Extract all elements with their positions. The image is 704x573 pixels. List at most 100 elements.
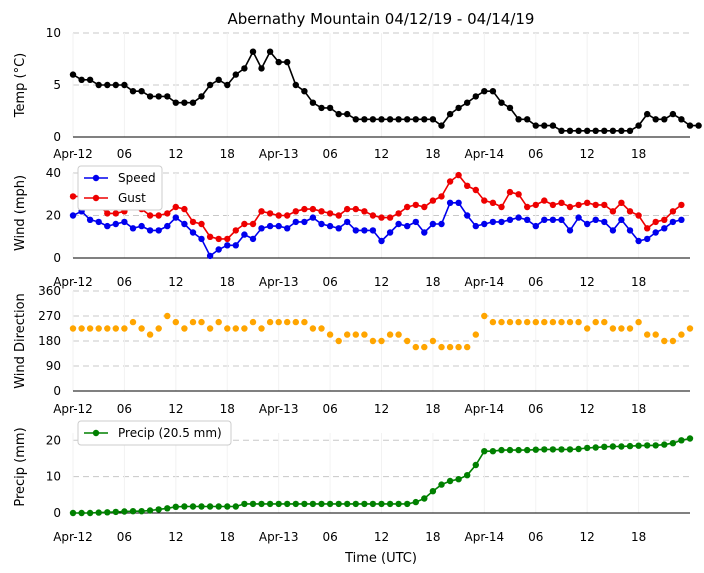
precip-x-tick-label: 06: [322, 530, 337, 544]
precip-x-tick-label: 12: [168, 530, 183, 544]
precip-data-point: [532, 446, 539, 453]
wind-data-point: [601, 218, 608, 226]
direction-x-tick-label: 12: [580, 402, 595, 416]
wind-data-point: [112, 210, 120, 217]
wind-data-point: [549, 216, 557, 223]
precip-data-point: [344, 500, 351, 508]
wind-data-point: [361, 227, 368, 234]
wind-data-point: [404, 222, 411, 230]
precip-data-point: [472, 461, 479, 469]
temp-x-tick-label: 12: [374, 147, 389, 161]
wind-y-tick-label: 40: [46, 166, 61, 180]
wind-data-point: [241, 220, 248, 228]
precip-y-tick-label: 10: [46, 470, 61, 484]
wind-data-point: [198, 220, 205, 228]
wind-data-point: [635, 212, 642, 219]
wind-data-point: [532, 222, 539, 230]
wind-data-point: [481, 220, 488, 228]
precip-data-point: [172, 503, 179, 510]
direction-data-point: [206, 325, 214, 332]
precip-data-point: [438, 481, 445, 488]
precip-legend-label: Precip (20.5 mm): [118, 426, 222, 440]
direction-data-point: [198, 318, 205, 326]
wind-data-point: [618, 216, 625, 223]
direction-data-point: [575, 318, 582, 326]
wind-data-point: [344, 218, 351, 226]
direction-data-point: [524, 318, 531, 326]
temp-x-tick-label: 18: [631, 147, 646, 161]
temp-data-point: [155, 93, 162, 100]
wind-data-point: [558, 216, 565, 223]
wind-data-point: [224, 242, 231, 249]
temp-data-point: [635, 122, 642, 129]
precip-y-axis-label: Precip (mm): [13, 427, 28, 506]
precip-data-point: [112, 508, 120, 516]
direction-x-tick-label: 06: [117, 402, 132, 416]
wind-data-point: [258, 225, 265, 232]
wind-data-point: [284, 225, 291, 232]
direction-data-point: [481, 312, 488, 320]
temp-data-point: [241, 65, 248, 72]
temp-data-point: [678, 116, 685, 123]
temp-data-point: [164, 93, 171, 100]
direction-data-point: [592, 318, 599, 326]
temp-data-point: [429, 116, 437, 123]
precip-data-point: [275, 500, 282, 508]
temp-data-point: [395, 116, 402, 123]
precip-data-point: [86, 509, 94, 517]
wind-data-point: [172, 214, 179, 221]
wind-data-point: [386, 214, 394, 221]
wind-x-tick-label: 06: [117, 275, 132, 289]
direction-x-tick-label: Apr-14: [465, 402, 505, 416]
wind-data-point: [318, 208, 325, 215]
wind-data-point: [464, 182, 471, 189]
wind-data-point: [652, 218, 659, 226]
temp-data-point: [601, 127, 608, 134]
wind-data-point: [669, 208, 677, 215]
temp-data-point: [644, 110, 651, 118]
direction-data-point: [635, 318, 642, 326]
wind-data-point: [575, 201, 582, 209]
direction-data-point: [181, 325, 188, 332]
direction-data-point: [95, 325, 102, 332]
wind-data-point: [309, 205, 317, 213]
precip-data-point: [301, 500, 308, 508]
wind-data-point: [155, 212, 162, 219]
wind-data-point: [609, 208, 617, 215]
wind-data-point: [146, 212, 154, 219]
wind-data-point: [541, 216, 548, 223]
direction-data-point: [464, 343, 471, 351]
precip-data-point: [661, 441, 668, 448]
precip-data-point: [104, 509, 111, 516]
direction-data-point: [86, 325, 94, 332]
wind-data-point: [215, 235, 222, 243]
wind-x-tick-label: 06: [528, 275, 543, 289]
precip-data-point: [686, 435, 694, 442]
direction-data-point: [669, 337, 677, 345]
precip-data-point: [292, 500, 299, 508]
precip-data-point: [95, 509, 102, 516]
direction-data-point: [532, 318, 539, 326]
temp-data-point: [258, 65, 265, 72]
wind-data-point: [292, 218, 299, 226]
precip-data-point: [498, 446, 505, 454]
direction-data-point: [78, 325, 85, 332]
temp-data-point: [352, 116, 359, 123]
temp-data-point: [481, 88, 488, 95]
wind-data-point: [558, 199, 565, 206]
precip-data-point: [198, 503, 205, 510]
precip-data-point: [506, 446, 514, 454]
temp-data-point: [592, 127, 599, 134]
direction-data-point: [69, 325, 77, 332]
direction-data-point: [558, 318, 565, 326]
precip-data-point: [224, 503, 231, 510]
temp-data-point: [626, 127, 634, 134]
direction-data-point: [609, 325, 617, 332]
wind-data-point: [438, 220, 445, 228]
precip-data-point: [541, 446, 548, 453]
temp-data-point: [472, 93, 479, 100]
wind-data-point: [506, 216, 514, 223]
precip-data-point: [481, 448, 488, 455]
wind-y-axis-label: Wind (mph): [13, 175, 28, 251]
wind-data-point: [292, 208, 299, 215]
